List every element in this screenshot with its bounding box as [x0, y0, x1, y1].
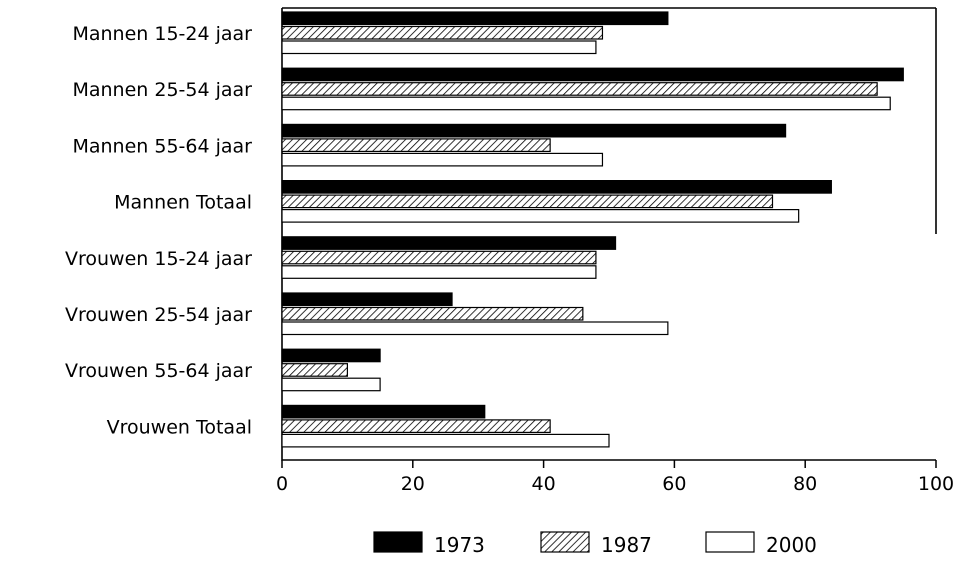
category-label: Vrouwen 25-54 jaar — [65, 304, 252, 326]
category-label: Mannen 15-24 jaar — [72, 23, 252, 45]
bar-1973-7 — [281, 348, 381, 363]
legend-label-1987: 1987 — [601, 533, 652, 557]
bar-1973-4 — [281, 180, 832, 194]
x-tick-label: 20 — [401, 473, 425, 495]
bar-1973-5 — [281, 236, 617, 250]
category-label: Mannen 55-64 jaar — [72, 135, 252, 157]
bar-1973-8 — [281, 404, 486, 419]
bar-1987-6 — [281, 306, 584, 321]
bar-1987-7 — [281, 363, 349, 377]
x-tick-label: 80 — [793, 473, 817, 495]
bar-2000-2 — [281, 96, 891, 111]
bar-1973-1 — [281, 11, 669, 26]
category-label: Vrouwen Totaal — [107, 416, 252, 438]
bar-2000-3 — [281, 152, 604, 167]
bar-2000-5 — [281, 265, 597, 279]
legend-swatch-1987 — [540, 531, 590, 553]
bar-1987-1 — [281, 25, 604, 40]
x-tick-label: 60 — [662, 473, 686, 495]
bars-group — [281, 11, 904, 448]
bar-2000-6 — [281, 321, 669, 336]
x-tick-label: 40 — [532, 473, 556, 495]
bar-1987-8 — [281, 419, 551, 433]
x-tick-label: 100 — [918, 473, 954, 495]
legend-swatch-2000 — [705, 531, 755, 553]
bar-2000-4 — [281, 209, 800, 223]
x-tick-label: 0 — [276, 473, 288, 495]
category-label: Mannen 25-54 jaar — [72, 79, 252, 101]
legend: 1973 1987 2000 — [373, 531, 817, 557]
bar-1987-2 — [281, 82, 878, 96]
bar-1973-6 — [281, 292, 453, 307]
bar-1987-5 — [281, 250, 597, 265]
bar-2000-8 — [281, 433, 610, 448]
category-label: Vrouwen 55-64 jaar — [65, 360, 252, 382]
bar-1987-4 — [281, 194, 774, 209]
bar-2000-7 — [281, 377, 381, 392]
category-label: Mannen Totaal — [114, 192, 252, 214]
category-label: Vrouwen 15-24 jaar — [65, 248, 252, 270]
legend-label-2000: 2000 — [766, 533, 817, 557]
category-labels: Mannen 15-24 jaar Mannen 25-54 jaar Mannen… — [65, 23, 252, 438]
bar-1973-2 — [281, 67, 904, 82]
bar-1987-3 — [281, 138, 551, 152]
x-axis-ticks: 0 20 40 60 80 100 — [276, 460, 954, 495]
bar-1973-3 — [281, 123, 787, 138]
legend-swatch-1973 — [373, 531, 423, 553]
legend-label-1973: 1973 — [434, 533, 485, 557]
bar-2000-1 — [281, 40, 597, 55]
